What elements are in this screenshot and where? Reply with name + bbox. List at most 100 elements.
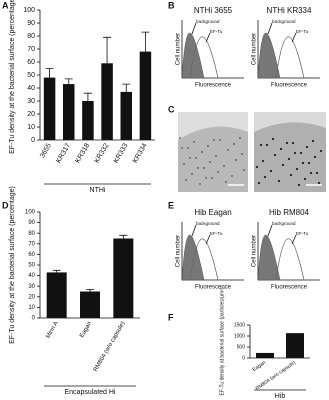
x-tick-label: 3655 <box>39 142 53 159</box>
y-axis-label: Cell number <box>252 235 258 267</box>
background-histogram <box>257 32 281 79</box>
particle <box>225 181 227 183</box>
particle <box>303 177 307 181</box>
y-tick-label: 30 <box>27 98 35 105</box>
annotation-arrow <box>191 22 211 43</box>
particle <box>307 161 311 165</box>
particle <box>301 161 305 165</box>
particle <box>291 141 295 145</box>
bar <box>82 101 94 140</box>
particle <box>261 159 265 163</box>
particle <box>189 157 191 159</box>
bar <box>43 77 56 140</box>
particle <box>207 145 209 147</box>
error-bar <box>103 36 112 64</box>
error-bar <box>119 234 128 239</box>
particle <box>295 167 299 171</box>
y-tick-label: 1000 <box>234 333 245 339</box>
x-axis-label: Fluorescence <box>271 285 308 291</box>
particle <box>299 151 303 155</box>
x-tick-label: KR317 <box>55 142 72 164</box>
x-axis-label: Fluorescence <box>271 83 308 89</box>
x-axis-label: Fluorescence <box>195 285 232 291</box>
x-tick-label: RM804 (w/o capsule) <box>93 321 127 373</box>
annotation: EF-Tu <box>210 29 223 34</box>
micrographs <box>178 112 326 192</box>
annotation-arrow <box>267 22 297 43</box>
annotation: EF-Tu <box>296 29 309 34</box>
particle <box>191 173 193 175</box>
x-tick-label: Eagan <box>79 321 93 339</box>
y-axis-label: Cell number <box>252 33 258 65</box>
y-tick-label: 0 <box>31 137 35 144</box>
y-tick-label: 1500 <box>234 322 245 328</box>
panel-label: B <box>168 0 175 10</box>
bar <box>120 91 132 140</box>
bar <box>80 291 100 318</box>
x-tick-label: KR332 <box>94 142 111 164</box>
y-tick-label: 0 <box>32 316 36 322</box>
error-bar <box>45 68 54 78</box>
particle <box>279 147 283 151</box>
particle <box>311 139 315 143</box>
eftu-histogram <box>189 36 219 79</box>
particle <box>305 145 309 149</box>
y-tick-label: 40 <box>27 85 35 92</box>
panel-label: A <box>2 0 9 10</box>
group-label: Encapsulated Hi <box>65 389 116 396</box>
eftu-histogram <box>275 238 305 281</box>
group-label: Hib <box>275 393 286 400</box>
annotation: background <box>196 221 220 226</box>
particle <box>213 139 215 141</box>
y-tick-label: 0 <box>242 355 245 361</box>
particle <box>185 179 187 181</box>
particle <box>319 149 323 153</box>
x-tick-label: KR334 <box>132 142 149 164</box>
x-axis-label: Fluorescence <box>195 83 232 89</box>
particle <box>235 159 237 161</box>
panel-label: F <box>168 312 174 322</box>
particle <box>241 153 243 155</box>
y-tick-label: 50 <box>27 72 35 79</box>
particle <box>199 183 201 185</box>
particle <box>287 157 291 161</box>
particle <box>209 161 211 163</box>
error-bar <box>122 83 131 92</box>
particle <box>193 141 195 143</box>
y-tick-label: 60 <box>28 252 35 258</box>
y-axis-label: EF-Tu density at the bacterial surface (… <box>9 186 16 344</box>
error-bar <box>83 92 92 101</box>
particle <box>273 153 277 157</box>
particle <box>277 179 281 183</box>
bar <box>286 333 304 358</box>
panel-label: C <box>168 104 175 114</box>
annotation: EF-Tu <box>210 231 223 236</box>
particle <box>227 149 229 151</box>
particle <box>183 163 185 165</box>
particle <box>271 137 275 141</box>
particle <box>285 141 289 145</box>
axis <box>39 10 155 141</box>
particle <box>201 151 203 153</box>
annotation: EF-Tu <box>296 231 309 236</box>
particle <box>211 177 213 179</box>
particle <box>255 165 259 169</box>
background-histogram <box>181 234 205 281</box>
particle <box>205 177 207 179</box>
y-tick-label: 70 <box>27 46 35 53</box>
y-axis-label: Cell number <box>176 235 182 267</box>
y-tick-label: 50 <box>28 263 35 269</box>
particle <box>187 147 189 149</box>
particle <box>197 167 199 169</box>
x-tick-label: KR318 <box>74 142 91 164</box>
particle <box>215 155 217 157</box>
particle <box>265 143 269 147</box>
particle <box>243 169 245 171</box>
y-tick-label: 10 <box>27 124 35 131</box>
y-tick-label: 80 <box>28 231 35 237</box>
annotation-arrow <box>267 224 297 245</box>
annotation: background <box>196 19 220 24</box>
particle <box>309 171 313 175</box>
y-tick-label: 100 <box>23 7 35 14</box>
y-tick-label: 30 <box>28 284 35 290</box>
